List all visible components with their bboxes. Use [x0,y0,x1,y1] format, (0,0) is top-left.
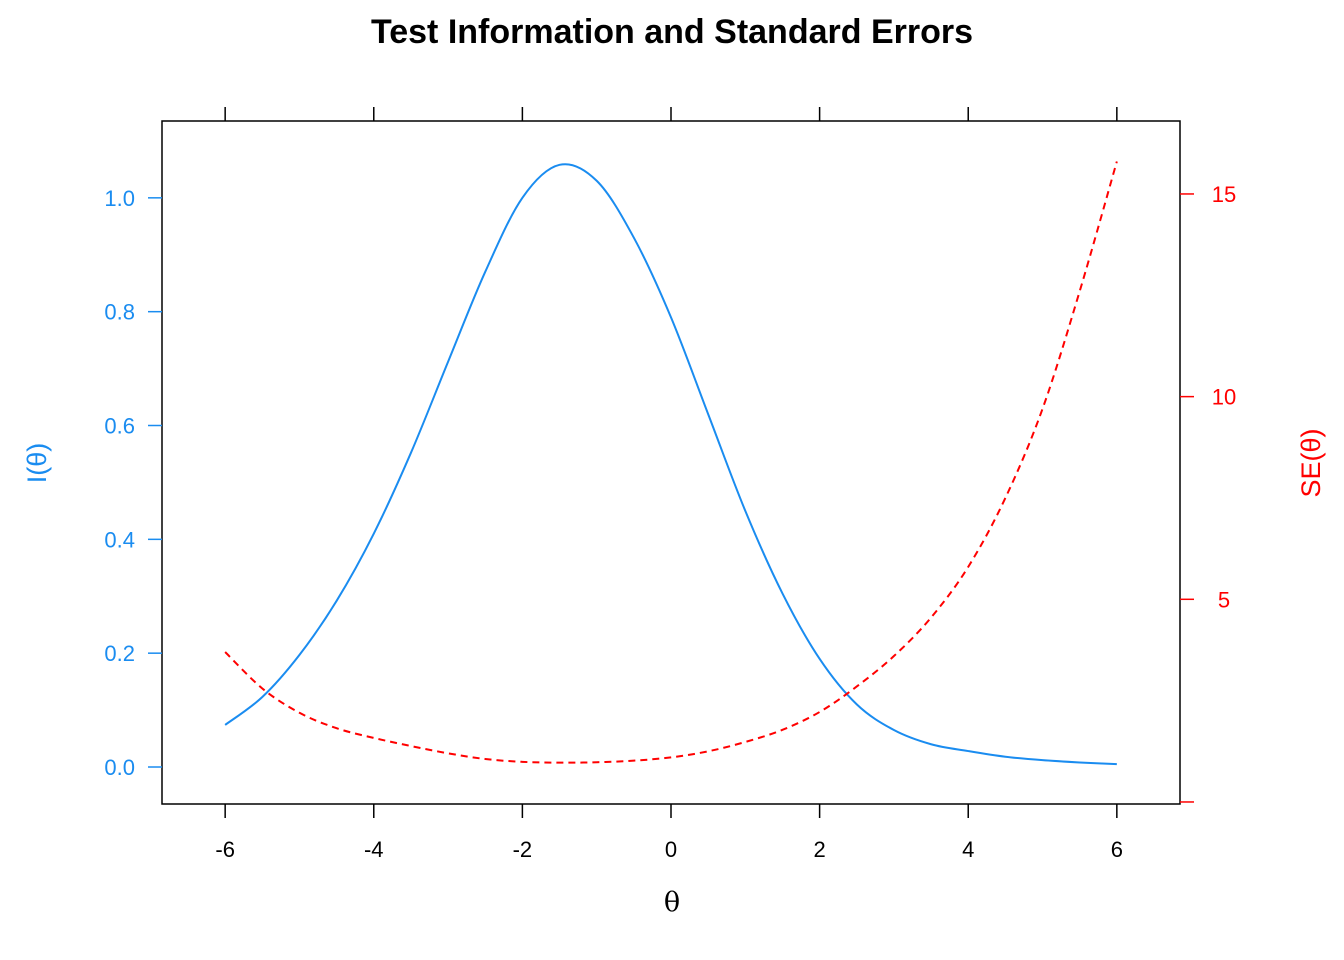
standard-error-curve [224,161,1118,764]
x-axis-label: θ [664,887,680,918]
right-y-axis: 5 10 15 [1180,182,1236,803]
right-y-tick-label: 5 [1218,587,1230,612]
left-y-axis-label: I(θ) [22,443,52,484]
left-y-tick-label: 0.2 [104,641,135,666]
left-y-tick-label: 0.8 [104,300,135,325]
x-tick-label: -2 [513,837,533,862]
plot-frame [161,120,1181,805]
left-y-tick-label: 1.0 [104,186,135,211]
x-axis: -6 -4 -2 0 2 4 6 [215,107,1123,862]
left-y-tick-label: 0.0 [104,755,135,780]
left-y-tick-label: 0.6 [104,414,135,439]
right-y-tick-label: 10 [1212,385,1236,410]
information-curve [224,163,1117,766]
x-tick-label: 4 [962,837,974,862]
chart-title: Test Information and Standard Errors [371,13,973,51]
series-layer [224,161,1118,766]
x-tick-label: -4 [364,837,384,862]
left-y-tick-label: 0.4 [104,527,135,552]
x-tick-label: 6 [1111,837,1123,862]
x-tick-label: 0 [665,837,677,862]
x-tick-label: 2 [813,837,825,862]
right-y-tick-label: 15 [1212,182,1236,207]
x-tick-label: -6 [215,837,235,862]
right-y-axis-label: SE(θ) [1296,428,1326,497]
left-y-axis: 0.0 0.2 0.4 0.6 0.8 1.0 [104,186,162,780]
